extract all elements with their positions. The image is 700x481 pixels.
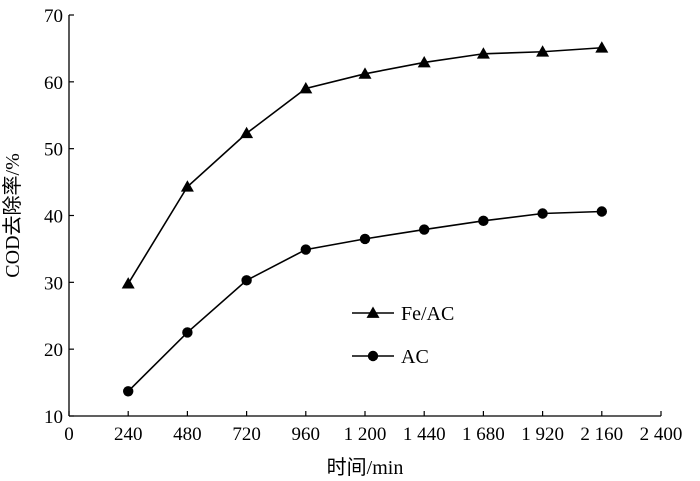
series-line: [127, 46, 602, 285]
y-tick-label: 20: [44, 340, 63, 361]
legend-item: AC: [352, 346, 429, 368]
data-point: [358, 67, 372, 79]
x-tick-label: 1 920: [521, 424, 564, 445]
y-tick-label: 60: [44, 73, 63, 94]
data-point: [595, 41, 609, 53]
x-tick-label: 1 440: [403, 424, 446, 445]
data-point: [299, 82, 313, 94]
data-point: [123, 386, 134, 397]
y-tick-label: 40: [44, 207, 63, 228]
data-point: [180, 180, 194, 192]
data-point: [536, 45, 550, 57]
data-point: [359, 233, 371, 245]
x-tick-label: 2 160: [580, 424, 623, 445]
data-point: [240, 126, 254, 139]
x-tick-label: 960: [292, 424, 321, 445]
data-point: [478, 215, 489, 227]
data-point: [476, 47, 490, 59]
y-tick-label: 70: [44, 6, 63, 27]
data-point: [182, 327, 193, 338]
x-tick-label: 0: [64, 424, 74, 445]
data-point: [419, 224, 430, 235]
x-axis-ticks: 0 240 480 720 960 1 200 1 440 1 680 1 920 2 160 2 …: [64, 411, 682, 445]
data-point: [596, 206, 607, 217]
x-tick-label: 1 200: [344, 424, 387, 445]
data-point: [121, 277, 135, 289]
x-axis-title: 时间/min: [327, 456, 404, 479]
y-tick-label: 10: [44, 407, 63, 428]
legend-item: Fe/AC: [352, 303, 454, 325]
series-layer: [121, 41, 609, 397]
data-point: [300, 244, 311, 255]
series-triangle: [121, 41, 609, 289]
x-tick-label: 720: [232, 424, 261, 445]
legend-label: AC: [401, 346, 429, 368]
series-circle: [123, 206, 607, 397]
x-tick-label: 240: [114, 424, 143, 445]
data-point: [537, 208, 548, 219]
y-axis-ticks: 10 20 30 40 50 60 70: [44, 6, 74, 428]
legend-marker: [366, 306, 380, 318]
legend-label: Fe/AC: [401, 303, 454, 325]
data-point: [241, 275, 252, 286]
y-axis-title: COD去除率/%: [1, 153, 24, 277]
legend: Fe/AC AC: [352, 303, 454, 368]
x-tick-label: 480: [173, 424, 202, 445]
y-tick-label: 50: [44, 140, 63, 161]
x-tick-label: 2 400: [640, 424, 683, 445]
x-tick-label: 1 680: [462, 424, 505, 445]
legend-marker: [367, 350, 379, 362]
y-tick-label: 30: [44, 273, 63, 294]
data-point: [417, 55, 431, 68]
